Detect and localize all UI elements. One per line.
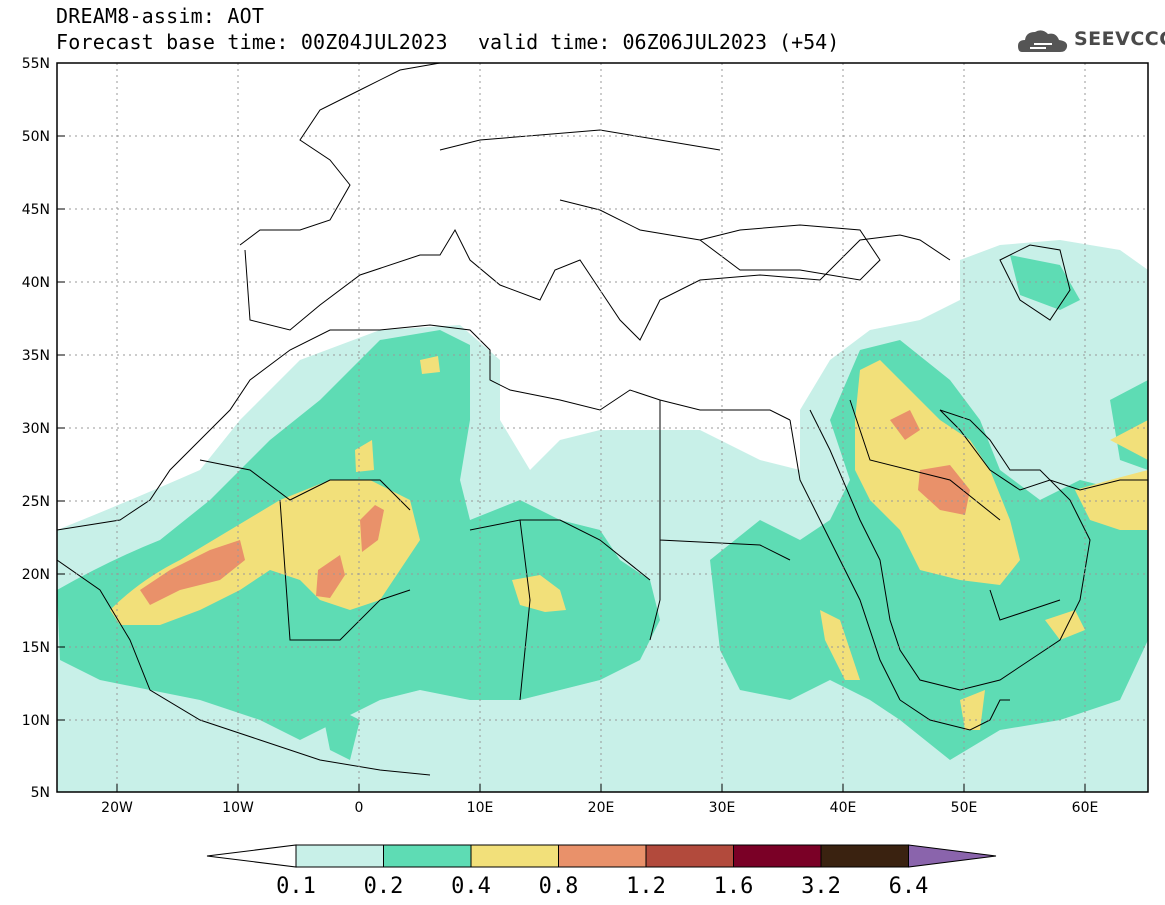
colorbar-label: 0.4 [451,874,491,899]
lat-label: 45N [22,202,50,218]
colorbar-swatch [645,844,734,868]
colorbar-swatch [558,844,647,868]
colorbar-lower-arrow [206,844,297,868]
lat-label: 40N [22,275,50,291]
lat-label: 15N [22,640,50,656]
colorbar-swatch [820,844,909,868]
lat-label: 20N [22,567,50,583]
colorbar-upper-arrow [908,844,997,868]
colorbar-label: 0.8 [539,874,579,899]
chart-title: DREAM8-assim: AOT [56,4,265,28]
colorbar-label: 1.2 [626,874,666,899]
lon-label: 30E [709,800,736,816]
lat-labels: 55N 50N 45N 40N 35N 30N 25N 20N 15N 10N … [22,56,50,801]
colorbar-swatch [383,844,472,868]
cloud-logo-icon [1018,30,1068,52]
colorbar-label: 6.4 [889,874,929,899]
lon-label: 10W [222,800,254,816]
colorbar-swatch [470,844,559,868]
lon-labels: 20W 10W 0 10E 20E 30E 40E 50E 60E [101,800,1098,816]
lat-label: 10N [22,713,50,729]
lon-label: 20E [588,800,615,816]
grid [57,63,1148,792]
lat-label: 25N [22,494,50,510]
lat-label: 30N [22,421,50,437]
lon-label: 50E [951,800,978,816]
lon-label: 60E [1072,800,1099,816]
colorbar: 0.1 0.2 0.4 0.8 1.2 1.6 3.2 6.4 [206,844,997,899]
aot-level-0.8 [140,410,970,605]
colorbar-swatch [295,844,384,868]
lon-label: 20W [101,800,133,816]
colorbar-label: 1.6 [714,874,754,899]
ticks [57,62,1086,792]
valid-time: valid time: 06Z06JUL2023 (+54) [478,30,840,54]
colorbar-label: 0.2 [364,874,404,899]
colorbar-swatch [733,844,822,868]
lon-label: 0 [355,800,364,816]
lat-label: 50N [22,129,50,145]
lat-label: 35N [22,348,50,364]
lat-label: 55N [22,56,50,72]
colorbar-label: 3.2 [801,874,841,899]
colorbar-label: 0.1 [276,874,316,899]
lat-label: 5N [31,785,50,801]
coastlines [57,63,1148,776]
aot-fields [57,63,1148,792]
forecast-base-time: Forecast base time: 00Z04JUL2023 [56,30,448,54]
lon-label: 10E [467,800,494,816]
lon-label: 40E [830,800,857,816]
logo-text: SEEVCCC [1074,28,1165,50]
